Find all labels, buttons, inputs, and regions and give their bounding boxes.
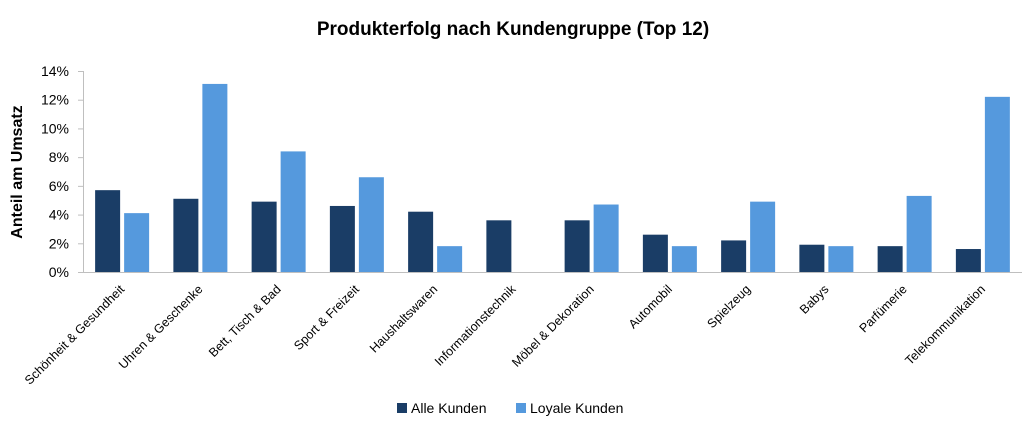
x-tick-label: Bett, Tisch & Bad — [206, 282, 284, 360]
bar — [280, 151, 306, 272]
bar — [642, 234, 668, 272]
bars — [95, 83, 1010, 273]
bar — [593, 204, 619, 272]
y-tick-label: 6% — [49, 178, 69, 194]
x-tick-label: Automobil — [626, 282, 675, 331]
x-tick-label: Informationstechnik — [432, 282, 519, 369]
y-tick-label: 4% — [49, 207, 69, 223]
y-axis-ticks: 0% 2% 4% 6% 8% 10% 12% 14% — [41, 63, 83, 280]
legend-label: Alle Kunden — [411, 400, 487, 416]
legend-label: Loyale Kunden — [530, 400, 623, 416]
bar — [877, 246, 903, 272]
bar — [564, 220, 590, 272]
bar — [955, 249, 981, 272]
bar — [486, 220, 512, 272]
x-tick-label: Telekommunikation — [902, 282, 988, 368]
x-tick-label: Spielzeug — [705, 282, 754, 331]
bar — [799, 244, 825, 272]
legend: Alle Kunden Loyale Kunden — [397, 400, 623, 416]
x-tick-label: Sport & Freizeit — [291, 282, 362, 353]
y-tick-label: 8% — [49, 149, 69, 165]
bar — [329, 205, 355, 272]
bar — [95, 190, 121, 272]
bar — [721, 240, 747, 272]
x-tick-label: Parfümerie — [857, 282, 910, 335]
bar — [437, 246, 463, 272]
x-tick-label: Uhren & Geschenke — [116, 282, 206, 372]
bar — [671, 246, 697, 272]
bar — [408, 211, 434, 272]
y-tick-label: 0% — [49, 264, 69, 280]
y-tick-label: 2% — [49, 235, 69, 251]
bar — [984, 96, 1010, 272]
bar — [173, 198, 199, 272]
chart-title: Produkterfolg nach Kundengruppe (Top 12) — [317, 19, 709, 40]
bar — [750, 201, 776, 272]
legend-swatch — [516, 403, 526, 413]
x-tick-label: Babys — [797, 282, 831, 316]
x-tick-label: Schönheit & Gesundheit — [22, 282, 128, 388]
x-tick-label: Haushaltswaren — [367, 282, 440, 355]
legend-swatch — [397, 403, 407, 413]
x-tick-label: Möbel & Dekoration — [509, 282, 597, 370]
y-axis-label: Anteil am Umsatz — [9, 105, 26, 238]
bar — [828, 246, 854, 272]
bar — [202, 83, 228, 273]
bar — [906, 195, 932, 272]
bar — [251, 201, 277, 272]
bar — [358, 177, 384, 272]
y-tick-label: 14% — [41, 63, 69, 79]
y-tick-label: 10% — [41, 120, 69, 136]
bar — [124, 213, 150, 272]
y-tick-label: 12% — [41, 92, 69, 108]
